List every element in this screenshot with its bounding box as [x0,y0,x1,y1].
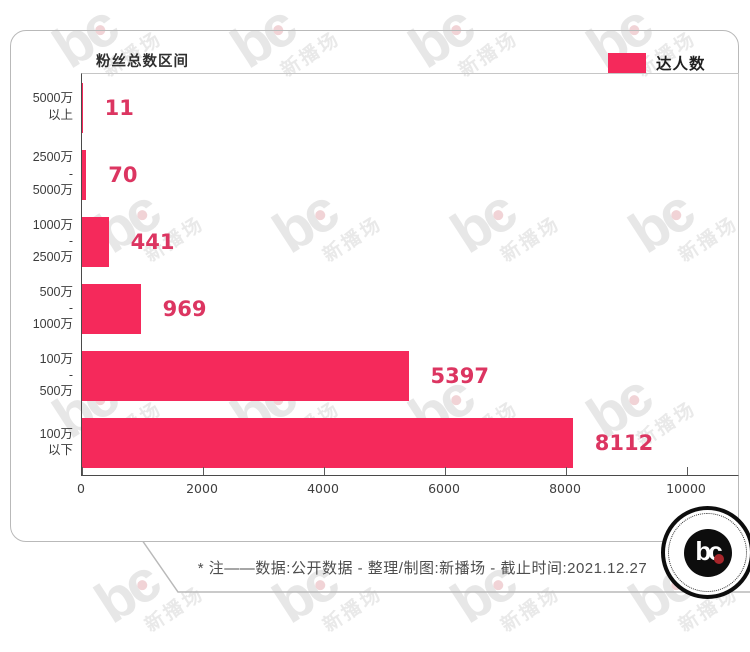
x-tick-mark [687,467,688,475]
bar [82,351,409,402]
x-tick-label: 4000 [307,481,339,496]
bar-row: 70 [82,141,738,208]
x-tick-label: 2000 [186,481,218,496]
bar-row: 441 [82,208,738,275]
chart-card: 粉丝总数区间 达人数 5000万 以上 2500万 -5000万 1000万 -2500万… [10,30,739,542]
category-label: 1000万 -2500万 [32,217,73,265]
x-tick-label: 0 [77,481,85,496]
bar-value-label: 8112 [594,431,654,456]
bar [82,216,109,267]
bar [82,149,87,200]
chart-title: 粉丝总数区间 [96,54,189,70]
x-tick-label: 10000 [666,481,706,496]
bar-value-label: 11 [104,95,134,120]
category-label: 100万 -500万 [39,351,73,399]
bar-value-label: 441 [130,229,175,254]
logo-disc: bc [683,528,732,577]
x-tick-mark [82,467,83,475]
legend: 达人数 [608,52,706,74]
x-tick-mark [324,467,325,475]
bar [82,284,141,335]
bar-value-label: 70 [108,162,138,187]
bar-value-label: 969 [162,297,207,322]
logo-red-dot-icon [713,553,724,564]
category-label: 2500万 -5000万 [32,150,73,197]
legend-swatch [608,52,646,74]
bar-value-label: 5397 [430,364,489,389]
x-tick-label: 8000 [549,481,581,496]
bar-row: 5397 [82,343,738,410]
bar [82,418,573,469]
bar [82,82,83,133]
x-tick-label: 6000 [428,481,460,496]
category-label: 5000万 以上 [32,91,73,122]
x-tick-mark [566,467,567,475]
brand-logo: bc [661,506,750,599]
legend-label: 达人数 [656,56,706,73]
category-axis: 5000万 以上 2500万 -5000万 1000万 -2500万 500万 -1000万 1… [11,73,73,476]
footer-note: * 注——数据:公开数据 - 整理/制图:新播场 - 截止时间:2021.12.… [197,560,648,577]
plot-area: 11 70 441 969 5397 8112 [81,73,739,476]
category-label: 100万 以下 [39,427,73,458]
category-label: 500万 -1000万 [32,284,73,332]
bar-row: 969 [82,276,738,343]
x-tick-mark [445,467,446,475]
bar-row: 8112 [82,410,738,477]
x-tick-mark [203,467,204,475]
bar-row: 11 [82,74,738,141]
